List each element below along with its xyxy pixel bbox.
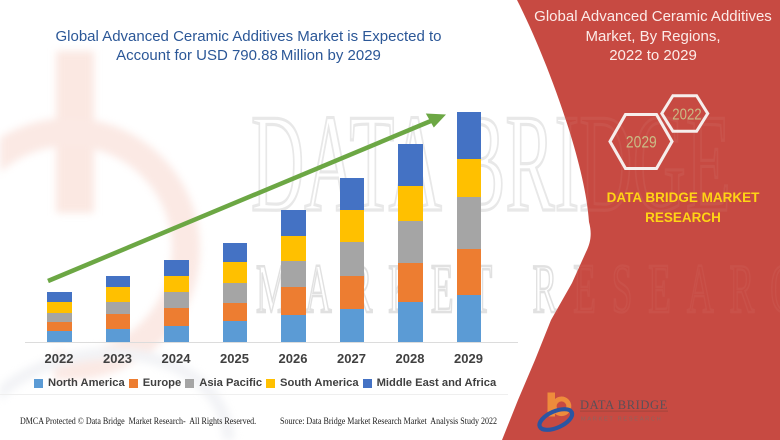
svg-text:2022: 2022 [672,107,701,124]
svg-text:MARKET RESEARCH: MARKET RESEARCH [581,417,662,423]
svg-text:2029: 2029 [626,134,657,152]
svg-text:DATA BRIDGE: DATA BRIDGE [580,398,668,412]
